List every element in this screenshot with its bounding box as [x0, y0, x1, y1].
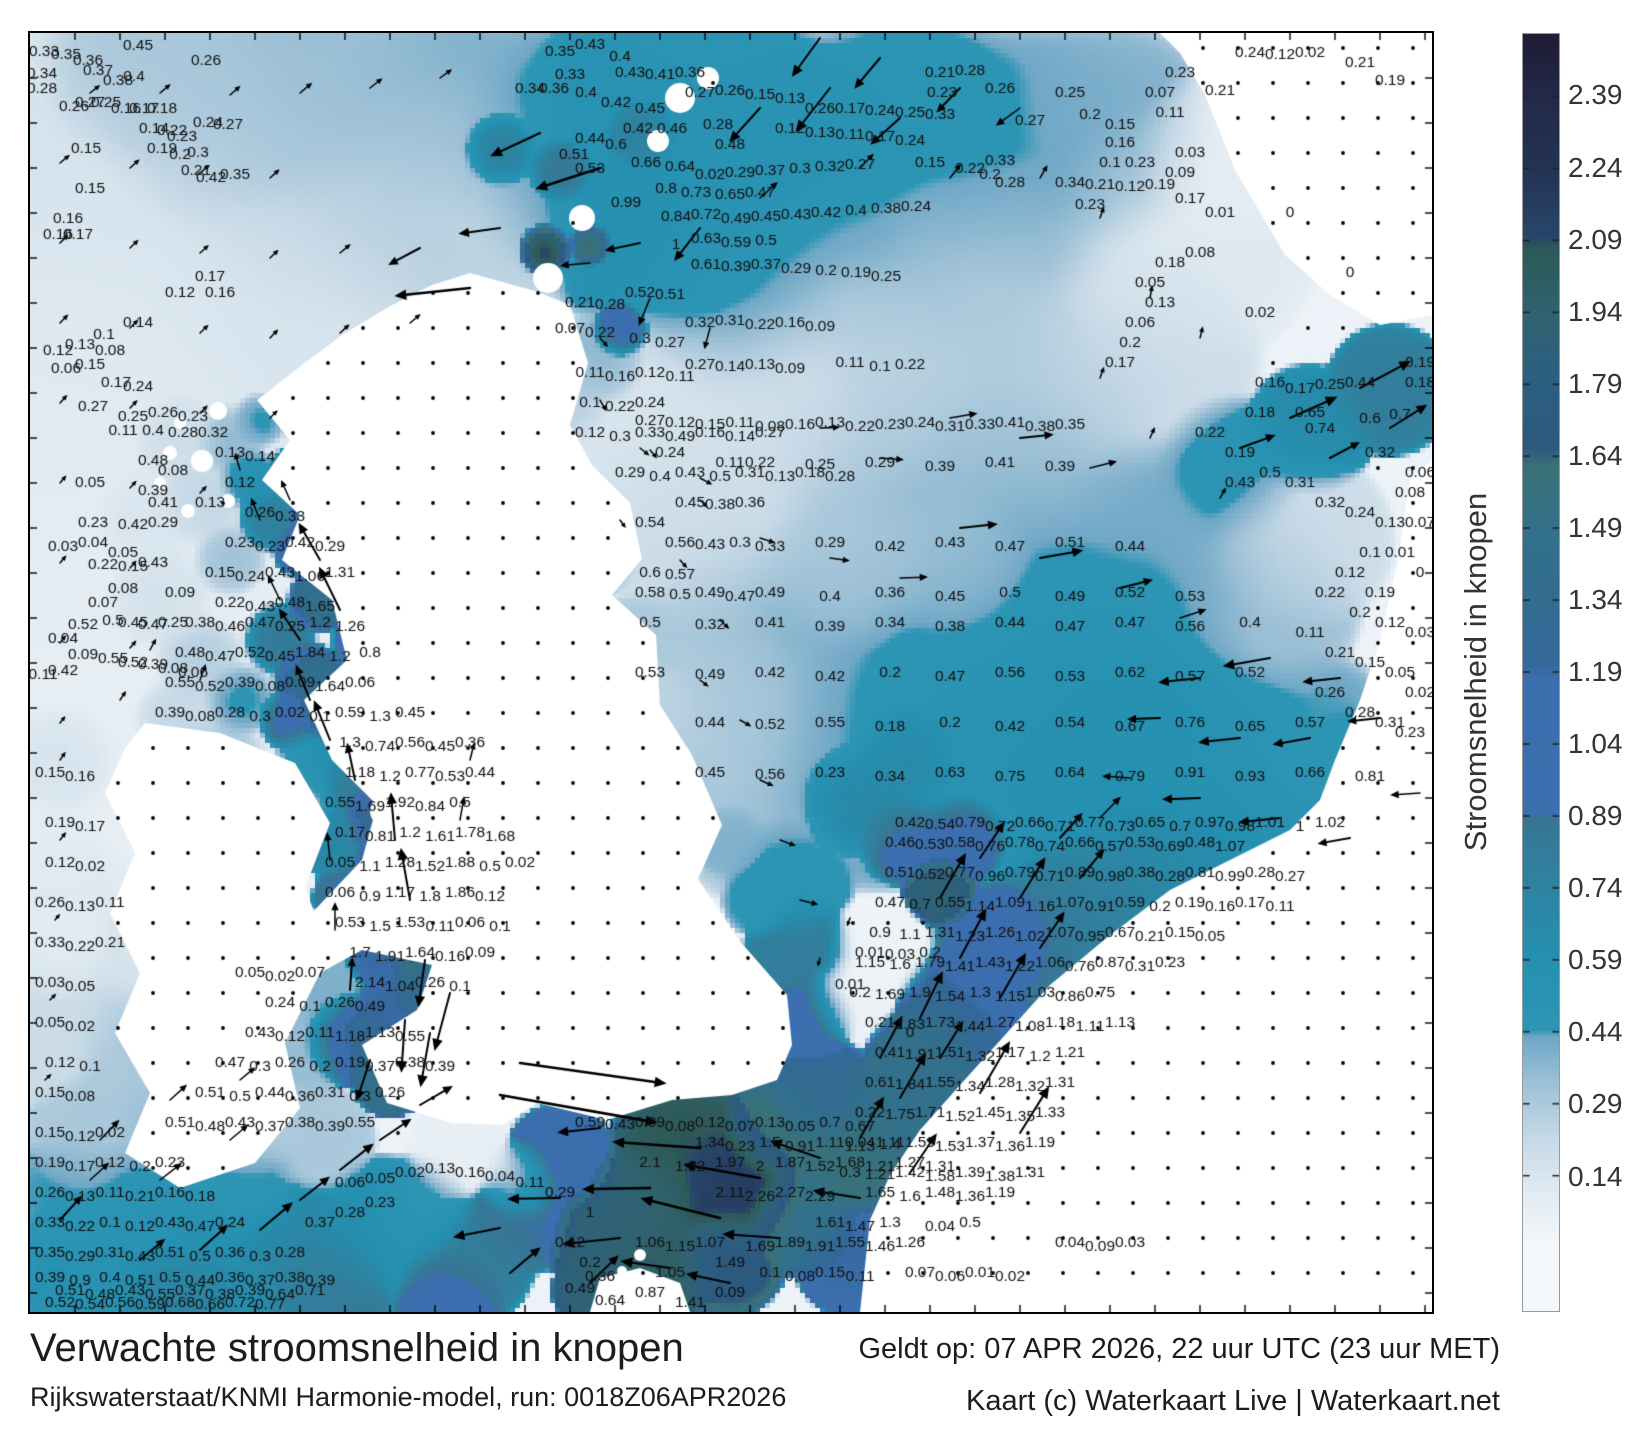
colorbar-tick: 1.79 [1568, 367, 1623, 399]
colorbar-tick: 0.59 [1568, 944, 1623, 976]
colorbar-tick: 2.39 [1568, 79, 1623, 111]
colorbar-tick: 1.34 [1568, 583, 1623, 615]
colorbar-tick: 1.94 [1568, 295, 1623, 327]
colorbar-tick: 0.74 [1568, 872, 1623, 904]
current-speed-map-canvas [30, 33, 1432, 1312]
valid-time: Geldt op: 07 APR 2026, 22 uur UTC (23 uu… [858, 1333, 1500, 1365]
colorbar-tick: 2.24 [1568, 151, 1623, 183]
colorbar-axis-label: Stroomsnelheid in knopen [1458, 492, 1493, 852]
colorbar-tick: 0.29 [1568, 1088, 1623, 1120]
colorbar-tick: 1.04 [1568, 728, 1623, 760]
colorbar-tick: 0.89 [1568, 800, 1623, 832]
colorbar-tick: 1.19 [1568, 656, 1623, 688]
colorbar-tick: 1.49 [1568, 511, 1623, 543]
map-frame [28, 31, 1434, 1314]
colorbar-tick: 1.64 [1568, 439, 1623, 471]
colorbar-tick: 2.09 [1568, 223, 1623, 255]
map-title: Verwachte stroomsnelheid in knopen [30, 1326, 684, 1370]
credit: Kaart (c) Waterkaart Live | Waterkaart.n… [966, 1385, 1500, 1417]
colorbar-tick: 0.14 [1568, 1160, 1623, 1192]
colorbar [1522, 33, 1560, 1312]
colorbar-tick: 0.44 [1568, 1016, 1623, 1048]
model-run-info: Rijkswaterstaat/KNMI Harmonie-model, run… [30, 1382, 787, 1412]
